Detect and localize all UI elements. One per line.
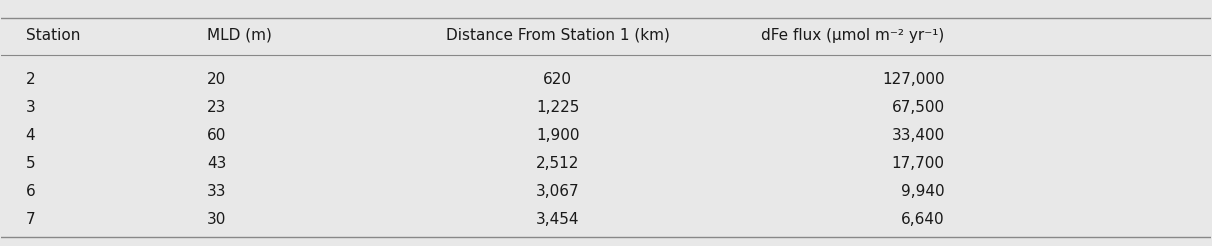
Text: 2,512: 2,512 bbox=[536, 156, 579, 171]
Text: 20: 20 bbox=[207, 72, 227, 87]
Text: 30: 30 bbox=[207, 212, 227, 227]
Text: 3,067: 3,067 bbox=[536, 184, 579, 199]
Text: 7: 7 bbox=[25, 212, 35, 227]
Text: 6,640: 6,640 bbox=[901, 212, 944, 227]
Text: MLD (m): MLD (m) bbox=[207, 28, 271, 43]
Text: 1,225: 1,225 bbox=[536, 100, 579, 115]
Text: 33,400: 33,400 bbox=[891, 128, 944, 143]
Text: 9,940: 9,940 bbox=[901, 184, 944, 199]
Text: 6: 6 bbox=[25, 184, 35, 199]
Text: 17,700: 17,700 bbox=[892, 156, 944, 171]
Text: 60: 60 bbox=[207, 128, 227, 143]
Text: 3: 3 bbox=[25, 100, 35, 115]
Text: 127,000: 127,000 bbox=[882, 72, 944, 87]
Text: 1,900: 1,900 bbox=[536, 128, 579, 143]
Text: 620: 620 bbox=[543, 72, 572, 87]
Text: Distance From Station 1 (km): Distance From Station 1 (km) bbox=[446, 28, 669, 43]
Text: 43: 43 bbox=[207, 156, 227, 171]
Text: 67,500: 67,500 bbox=[892, 100, 944, 115]
Text: 5: 5 bbox=[25, 156, 35, 171]
Text: 4: 4 bbox=[25, 128, 35, 143]
Text: dFe flux (μmol m⁻² yr⁻¹): dFe flux (μmol m⁻² yr⁻¹) bbox=[761, 28, 944, 43]
Text: 33: 33 bbox=[207, 184, 227, 199]
Text: Station: Station bbox=[25, 28, 80, 43]
Text: 3,454: 3,454 bbox=[536, 212, 579, 227]
Text: 2: 2 bbox=[25, 72, 35, 87]
Text: 23: 23 bbox=[207, 100, 227, 115]
